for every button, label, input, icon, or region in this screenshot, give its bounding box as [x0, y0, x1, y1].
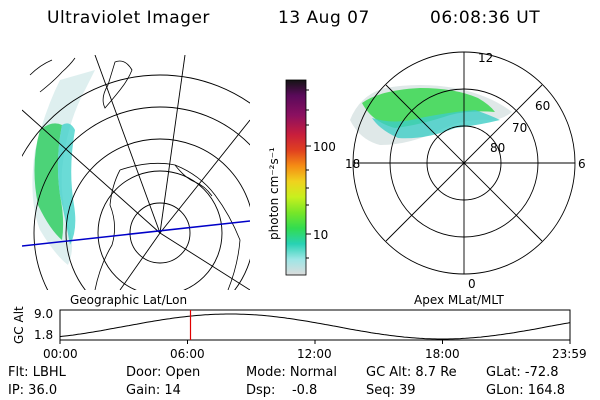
- status-flt: Flt: LBHL: [8, 365, 66, 380]
- status-gain: Gain: 14: [126, 383, 181, 398]
- mlat-label-70: 70: [512, 121, 527, 135]
- altitude-axis-label: GC Alt: [12, 306, 26, 344]
- altitude-x-ticks: [59, 340, 571, 344]
- time-label: 06:08:36 UT: [430, 8, 541, 28]
- altitude-y-tick-high: 9.0: [34, 307, 53, 321]
- altitude-x-tick-1800: 18:00: [425, 347, 460, 361]
- altitude-x-tick-0600: 06:00: [170, 347, 205, 361]
- coastlines: [29, 57, 241, 290]
- magnetic-panel-label: Apex MLat/MLT: [414, 293, 504, 307]
- status-dsp: Dsp: -0.8: [246, 383, 318, 398]
- status-door: Door: Open: [126, 365, 201, 380]
- altitude-x-tick-1200: 12:00: [297, 347, 332, 361]
- meridians: [22, 55, 250, 290]
- magnetic-polar-plot: [350, 51, 576, 275]
- mlt-label-12: 12: [478, 51, 493, 65]
- satellite-track: [22, 220, 250, 247]
- status-ip: IP: 36.0: [8, 383, 58, 398]
- colorbar-tick-100: 100: [313, 140, 336, 154]
- altitude-curve: [59, 313, 571, 340]
- latitude-circles: [22, 74, 250, 290]
- altitude-x-tick-2359: 23:59: [552, 347, 587, 361]
- instrument-title: Ultraviolet Imager: [47, 8, 210, 28]
- altitude-y-tick-low: 1.8: [34, 328, 53, 342]
- status-seq: Seq: 39: [366, 383, 416, 398]
- date-label: 13 Aug 07: [278, 8, 370, 28]
- status-mode: Mode: Normal: [246, 365, 337, 380]
- geographic-map: [22, 55, 250, 290]
- aurora-magnetic-core: [362, 88, 495, 128]
- mlt-label-0: 0: [468, 277, 476, 291]
- aurora-magnetic-inner: [372, 110, 500, 139]
- mlt-label-18: 18: [345, 157, 360, 171]
- mlt-spokes: [353, 52, 575, 274]
- mlt-label-6: 6: [578, 157, 586, 171]
- mlat-label-80: 80: [490, 141, 505, 155]
- geographic-panel-label: Geographic Lat/Lon: [70, 293, 187, 307]
- aurora-geographic-core: [34, 123, 64, 240]
- status-glon: GLon: 164.8: [486, 383, 566, 398]
- status-gc-alt: GC Alt: 8.7 Re: [366, 365, 457, 380]
- status-glat: GLat: -72.8: [486, 365, 559, 380]
- mlat-label-60: 60: [535, 99, 550, 113]
- colorbar: [285, 79, 307, 276]
- colorbar-ticks: [306, 89, 311, 259]
- altitude-x-tick-0000: 00:00: [43, 347, 78, 361]
- colorbar-tick-10: 10: [313, 228, 328, 242]
- colorbar-unit-label: photon cm⁻²s⁻¹: [267, 147, 281, 240]
